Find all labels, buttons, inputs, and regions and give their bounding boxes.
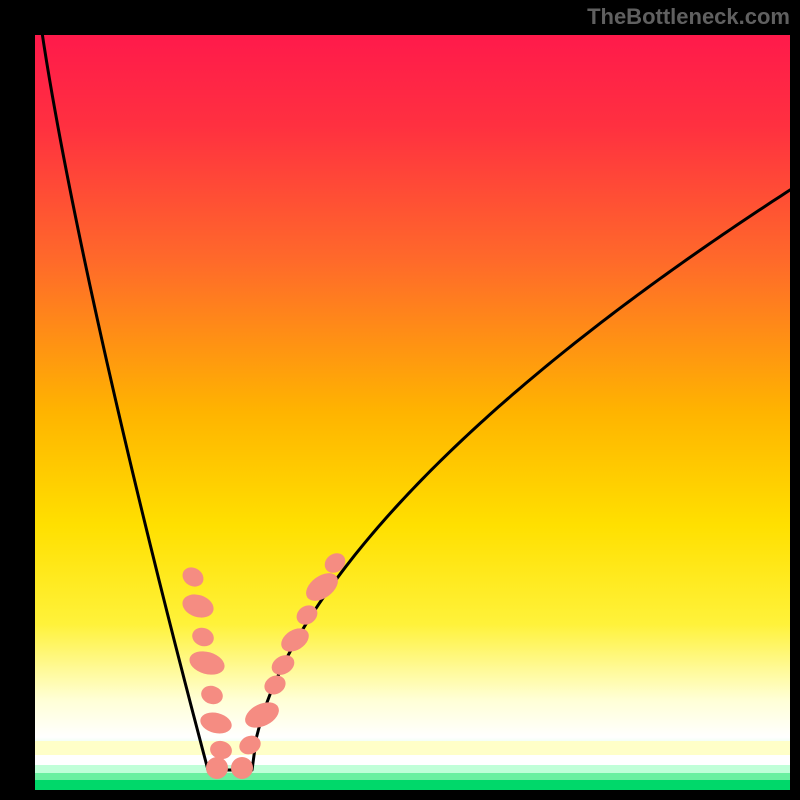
- watermark-text: TheBottleneck.com: [587, 4, 790, 30]
- bottleneck-curve-chart: [35, 35, 790, 790]
- chart-frame: TheBottleneck.com: [0, 0, 800, 800]
- plot-area: [35, 35, 790, 790]
